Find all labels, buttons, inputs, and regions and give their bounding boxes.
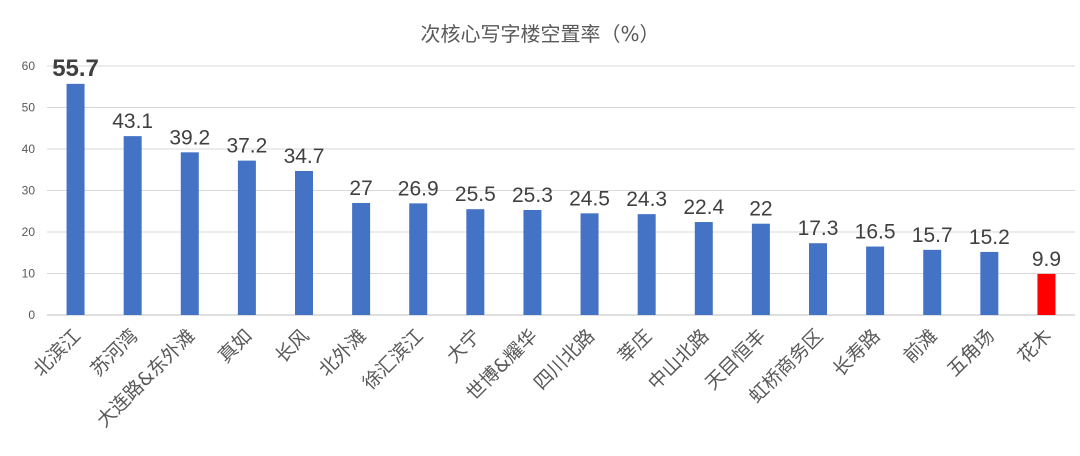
bar	[123, 136, 142, 315]
bar	[751, 223, 770, 315]
data-label: 15.2	[969, 226, 1010, 249]
bar	[295, 170, 313, 315]
bar	[694, 222, 713, 315]
bar	[980, 251, 999, 315]
data-label: 39.2	[169, 126, 210, 149]
data-label: 22	[749, 198, 772, 221]
bar	[237, 160, 256, 315]
gridlines	[47, 65, 1075, 316]
y-tick-label: 30	[22, 184, 36, 198]
data-label: 22.4	[683, 196, 724, 219]
category-label: 北滨江	[29, 325, 85, 381]
category-label: 真如	[214, 325, 256, 367]
bar	[809, 243, 827, 315]
category-label: 长寿路	[829, 325, 885, 381]
category-label: 花木	[1014, 325, 1056, 367]
data-label: 26.9	[398, 177, 439, 200]
y-axis-ticks: 0 10 20 30 40 50 60	[22, 59, 36, 322]
bar	[1037, 273, 1056, 315]
data-label: 43.1	[112, 110, 153, 133]
category-label: 中山北路	[644, 325, 713, 394]
data-label: 34.7	[284, 145, 325, 168]
category-label: 长风	[271, 325, 313, 367]
data-label: 27	[349, 177, 372, 200]
category-label: 大宁	[442, 325, 484, 367]
bars	[66, 83, 1056, 315]
data-label: 37.2	[226, 135, 267, 158]
bar	[66, 83, 85, 315]
bar	[637, 214, 656, 315]
category-label: 北外滩	[315, 325, 371, 381]
value-labels: 55.7 43.1 39.2 37.2 34.7 27 26.9 25.5 25.3 24.5 24…	[52, 55, 1061, 271]
category-label: 莘庄	[614, 325, 656, 367]
bar	[866, 246, 885, 315]
data-label: 17.3	[798, 217, 839, 240]
category-label: 苏河湾	[86, 325, 142, 381]
data-label: 9.9	[1032, 248, 1061, 271]
data-label: 15.7	[912, 224, 953, 247]
data-label: 55.7	[52, 55, 99, 82]
data-label: 24.5	[569, 187, 610, 210]
y-tick-label: 40	[22, 142, 36, 156]
data-label: 24.3	[626, 188, 667, 211]
y-tick-label: 10	[22, 267, 36, 281]
bar	[923, 249, 942, 315]
data-label: 16.5	[855, 221, 896, 244]
bar	[580, 213, 599, 315]
bar	[180, 152, 199, 315]
y-tick-label: 50	[22, 101, 36, 115]
chart-title: 次核心写字楼空置率（%）	[420, 22, 659, 46]
bar	[523, 210, 542, 315]
y-tick-label: 60	[22, 59, 36, 73]
bar	[409, 203, 428, 315]
data-label: 25.3	[512, 184, 553, 207]
bar	[352, 202, 371, 315]
y-tick-label: 20	[22, 225, 36, 239]
category-label: 前滩	[899, 325, 941, 367]
category-label: 徐汇滨江	[358, 325, 427, 394]
data-label: 25.5	[455, 183, 496, 206]
y-tick-label: 0	[28, 308, 35, 322]
category-label: 五角场	[943, 325, 999, 381]
bar	[466, 209, 485, 315]
category-label: 大连路&东外滩	[93, 325, 200, 432]
category-label: 四川北路	[530, 325, 599, 394]
